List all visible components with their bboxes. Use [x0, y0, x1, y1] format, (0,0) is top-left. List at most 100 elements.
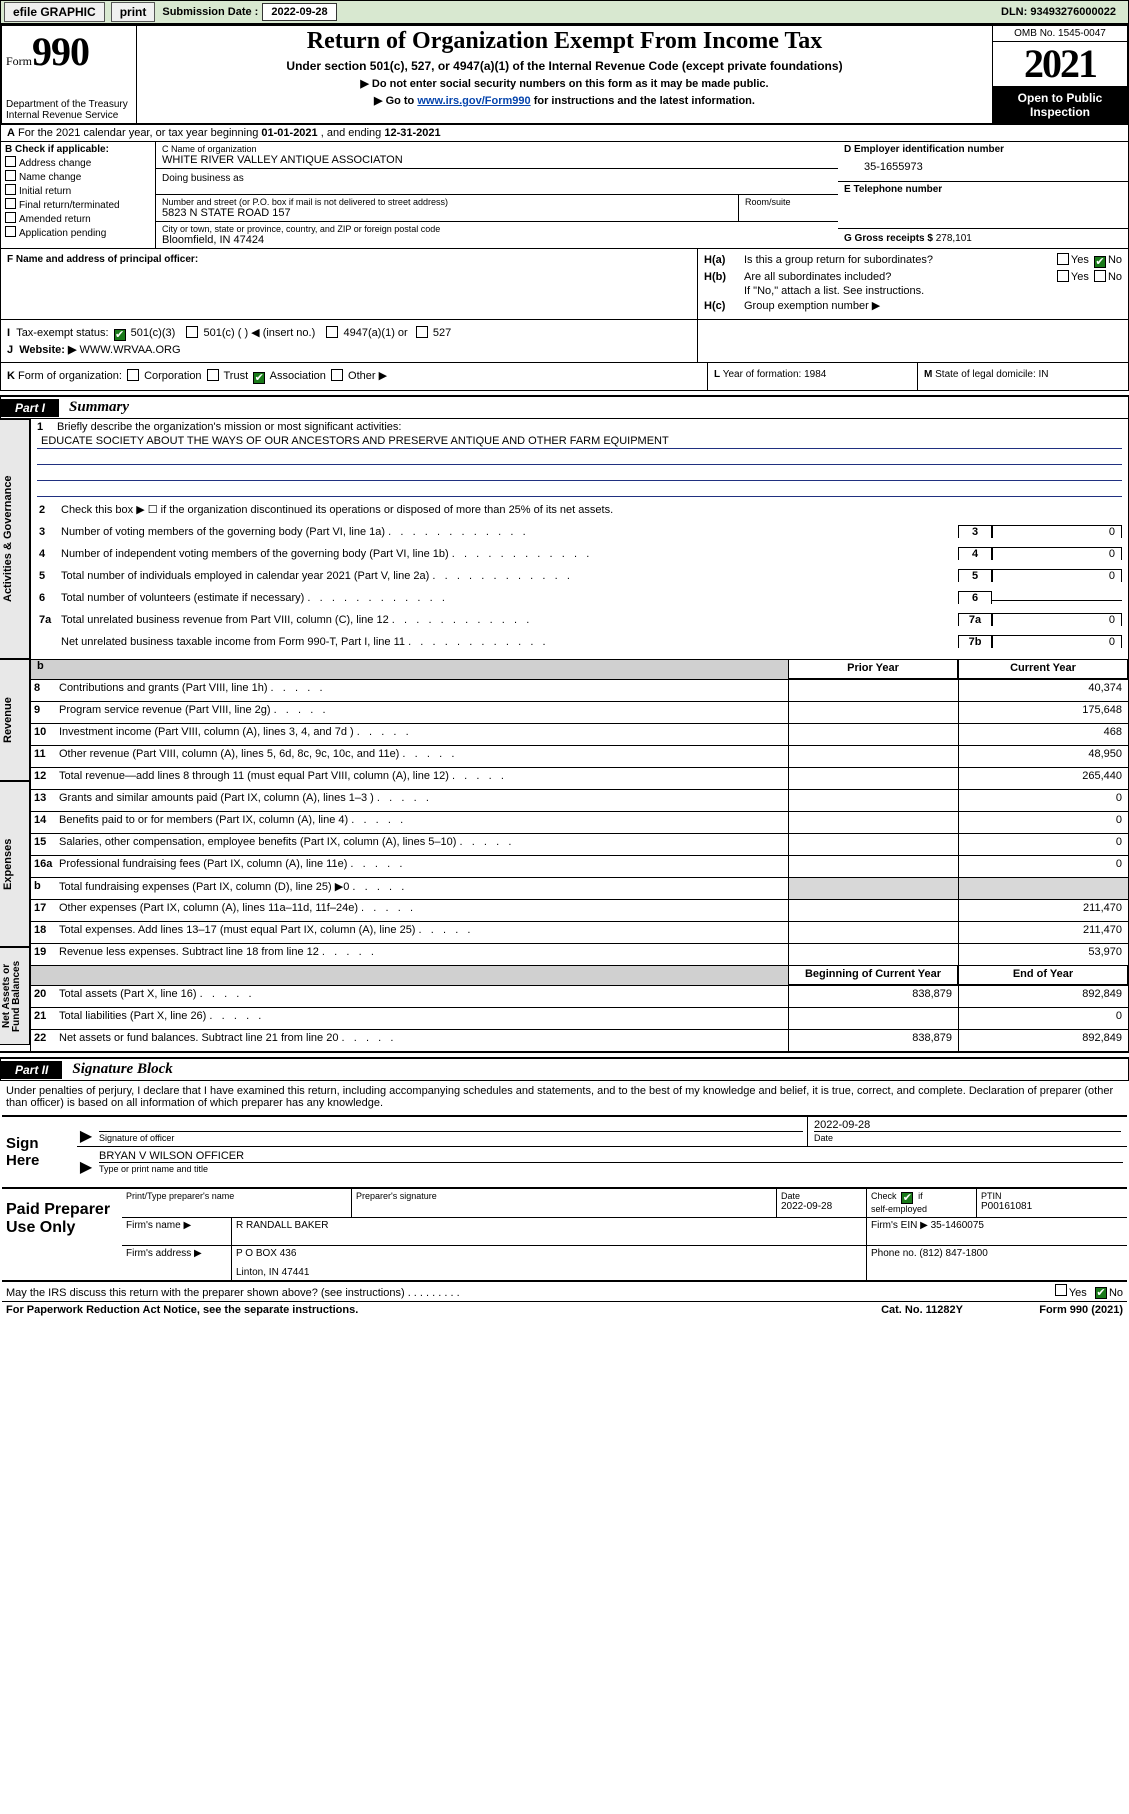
- table-row: 16aProfessional fundraising fees (Part I…: [31, 855, 1128, 877]
- col-eoy: End of Year: [958, 965, 1128, 985]
- row-i-status: I Tax-exempt status: ✔ 501(c)(3) 501(c) …: [7, 326, 691, 341]
- table-row: 14Benefits paid to or for members (Part …: [31, 811, 1128, 833]
- chk-address-change[interactable]: Address change: [5, 156, 151, 169]
- row-l-year: L Year of formation: 1984: [708, 363, 918, 390]
- ein-value: 35-1655973: [844, 155, 1122, 179]
- side-revenue: Revenue: [0, 659, 30, 781]
- row-a-taxyear: A For the 2021 calendar year, or tax yea…: [0, 125, 1129, 142]
- form-990-logo: Form990: [6, 28, 132, 75]
- mission-text: EDUCATE SOCIETY ABOUT THE WAYS OF OUR AN…: [37, 435, 1122, 449]
- self-employed-check[interactable]: ✔: [901, 1192, 913, 1204]
- form-title: Return of Organization Exempt From Incom…: [141, 28, 988, 55]
- col-de: D Employer identification number 35-1655…: [838, 142, 1128, 248]
- firm-phone: Phone no. (812) 847-1800: [867, 1246, 1127, 1280]
- chk-initial-return[interactable]: Initial return: [5, 184, 151, 197]
- omb-number: OMB No. 1545-0047: [993, 26, 1127, 42]
- signature-block: Under penalties of perjury, I declare th…: [0, 1081, 1129, 1320]
- ha-yes[interactable]: [1057, 253, 1069, 265]
- side-expenses: Expenses: [0, 781, 30, 947]
- chk-final-return[interactable]: Final return/terminated: [5, 198, 151, 211]
- col-f-officer: F Name and address of principal officer:: [1, 249, 698, 319]
- fh-block: F Name and address of principal officer:…: [0, 249, 1129, 320]
- perjury-declaration: Under penalties of perjury, I declare th…: [2, 1083, 1127, 1115]
- prep-selfemp-field[interactable]: Check ✔ if self-employed: [867, 1189, 977, 1217]
- hb-text: Are all subordinates included?: [744, 271, 1055, 283]
- k-other[interactable]: [331, 369, 343, 381]
- col-prior-year: Prior Year: [788, 659, 958, 679]
- col-current-year: Current Year: [958, 659, 1128, 679]
- klm-block: K Form of organization: Corporation Trus…: [0, 363, 1129, 391]
- gross-receipts-box: G Gross receipts $ 278,101: [838, 229, 1128, 248]
- prep-name-field[interactable]: Print/Type preparer's name: [122, 1189, 352, 1217]
- firm-name-label: Firm's name ▶: [122, 1218, 232, 1245]
- ha-text: Is this a group return for subordinates?: [744, 254, 1055, 266]
- tax-year: 2021: [993, 42, 1127, 87]
- part1-grid: Activities & Governance Revenue Expenses…: [0, 419, 1129, 1053]
- street-value: 5823 N STATE ROAD 157: [162, 207, 732, 219]
- col-boc: Beginning of Current Year: [788, 965, 958, 985]
- k-trust[interactable]: [207, 369, 219, 381]
- ptin-field: PTINP00161081: [977, 1189, 1127, 1217]
- officer-signature-field[interactable]: Signature of officer: [95, 1129, 807, 1146]
- table-row: 8Contributions and grants (Part VIII, li…: [31, 679, 1128, 701]
- efile-button[interactable]: efile GRAPHIC: [4, 2, 105, 22]
- status-4947[interactable]: [326, 326, 338, 338]
- status-501c3[interactable]: ✔: [114, 329, 126, 341]
- col-c-name-addr: C Name of organization WHITE RIVER VALLE…: [156, 142, 838, 248]
- k-corp[interactable]: [127, 369, 139, 381]
- table-row: 12Total revenue—add lines 8 through 11 (…: [31, 767, 1128, 789]
- side-netassets: Net Assets or Fund Balances: [0, 947, 30, 1045]
- lines-2-7: 2Check this box ▶ ☐ if the organization …: [31, 501, 1128, 659]
- chk-name-change[interactable]: Name change: [5, 170, 151, 183]
- hb-yes[interactable]: [1057, 270, 1069, 282]
- website-value: WWW.WRVAA.ORG: [79, 344, 180, 356]
- chk-amended[interactable]: Amended return: [5, 212, 151, 225]
- chk-app-pending[interactable]: Application pending: [5, 226, 151, 239]
- goto-post: for instructions and the latest informat…: [531, 95, 755, 107]
- irs-link[interactable]: www.irs.gov/Form990: [417, 95, 530, 107]
- hb-no[interactable]: [1094, 270, 1106, 282]
- sig-arrow-icon: ▶: [77, 1126, 95, 1146]
- suite-box: Room/suite: [738, 195, 838, 221]
- irs-discuss-no[interactable]: ✔: [1095, 1287, 1107, 1299]
- header-left: Form990 Department of the Treasury Inter…: [2, 26, 137, 123]
- submission-date-label: Submission Date :: [158, 6, 262, 18]
- cat-no: Cat. No. 11282Y: [881, 1304, 963, 1316]
- line-2: 2Check this box ▶ ☐ if the organization …: [37, 503, 1122, 525]
- submission-date: 2022-09-28: [262, 3, 336, 21]
- sig-date-field: 2022-09-28 Date: [807, 1117, 1127, 1146]
- ha-no[interactable]: ✔: [1094, 256, 1106, 268]
- side-labels: Activities & Governance Revenue Expenses…: [0, 419, 30, 1051]
- table-header-2: Beginning of Current Year End of Year: [31, 965, 1128, 985]
- part2-title: Signature Block: [62, 1059, 182, 1080]
- firm-addr-value: P O BOX 436Linton, IN 47441: [232, 1246, 867, 1280]
- telephone-box: E Telephone number: [838, 182, 1128, 229]
- hc-text: Group exemption number ▶: [744, 299, 1122, 312]
- ein-box: D Employer identification number 35-1655…: [838, 142, 1128, 182]
- part1-tag: Part I: [1, 399, 59, 417]
- prep-sig-field[interactable]: Preparer's signature: [352, 1189, 777, 1217]
- ha-key: H(a): [704, 254, 744, 266]
- addr-row1: Number and street (or P.O. box if mail i…: [156, 195, 838, 222]
- dba-box: Doing business as: [156, 169, 838, 195]
- table-row: 21Total liabilities (Part X, line 26)0: [31, 1007, 1128, 1029]
- irs-discuss-yes[interactable]: [1055, 1284, 1067, 1296]
- table-row: 20Total assets (Part X, line 16)838,8798…: [31, 985, 1128, 1007]
- org-name: WHITE RIVER VALLEY ANTIQUE ASSOCIATON: [162, 154, 832, 166]
- entity-block: B Check if applicable: Address change Na…: [0, 142, 1129, 249]
- hb-note: If "No," attach a list. See instructions…: [744, 285, 1122, 297]
- k-assoc[interactable]: ✔: [253, 372, 265, 384]
- city-box: City or town, state or province, country…: [156, 222, 838, 248]
- table-row: 18Total expenses. Add lines 13–17 (must …: [31, 921, 1128, 943]
- col-h-group: H(a) Is this a group return for subordin…: [698, 249, 1128, 319]
- status-527[interactable]: [416, 326, 428, 338]
- part1-title: Summary: [59, 397, 139, 418]
- table-row: 19Revenue less expenses. Subtract line 1…: [31, 943, 1128, 965]
- prep-date-field: Date2022-09-28: [777, 1189, 867, 1217]
- print-button[interactable]: print: [111, 2, 156, 22]
- status-501c[interactable]: [186, 326, 198, 338]
- table-row: 15Salaries, other compensation, employee…: [31, 833, 1128, 855]
- line-6: 6Total number of volunteers (estimate if…: [37, 591, 1122, 613]
- paid-preparer-label: Paid Preparer Use Only: [2, 1189, 122, 1280]
- line-7a: 7aTotal unrelated business revenue from …: [37, 613, 1122, 635]
